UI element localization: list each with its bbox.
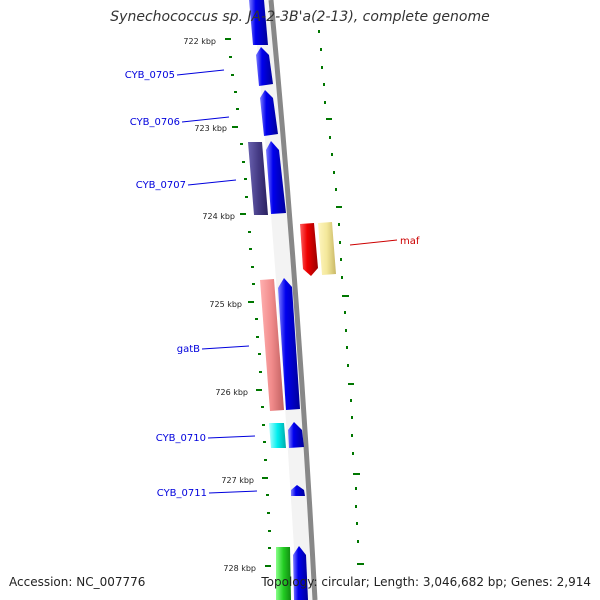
gene-arrow-top[interactable] [249,0,268,45]
gene-label-cyb-0710[interactable]: CYB_0710 [156,433,206,444]
leader-lines [176,69,398,494]
gene-label-cyb-0705[interactable]: CYB_0705 [125,70,175,81]
backbone-line [268,0,318,600]
gene-label-maf[interactable]: maf [400,236,420,247]
gene-labels: CYB_0705 CYB_0706 CYB_0707 maf gatB CYB_… [125,70,420,499]
gene-feature-yellow[interactable] [318,222,336,275]
tick-label-724: 724 kbp [202,212,235,221]
gene-arrow-maf[interactable] [300,223,318,276]
gene-arrow-cyb-0710[interactable] [288,422,304,448]
gene-feature-cyan[interactable] [269,423,286,448]
gene-feature-purple[interactable] [248,142,268,215]
gene-arrow-cyb-0707[interactable] [266,141,286,214]
gene-feature-pink[interactable] [260,279,284,411]
outer-ticks [318,30,364,565]
gene-arrow-cyb-0711[interactable] [291,485,305,496]
tick-label-725: 725 kbp [209,300,242,309]
accession-text: Accession: NC_007776 [9,575,146,589]
tick-label-727: 727 kbp [221,476,254,485]
gene-arrow-gatb[interactable] [278,278,300,410]
map-title: Synechococcus sp. JA-2-3B'a(2-13), compl… [110,9,490,25]
features [248,0,336,600]
tick-label-722: 722 kbp [183,37,216,46]
genome-summary-text: Topology: circular; Length: 3,046,682 bp… [261,575,591,589]
gene-label-cyb-0706[interactable]: CYB_0706 [130,117,180,128]
tick-label-728: 728 kbp [223,564,256,573]
inner-ticks [225,38,271,567]
gene-feature-green[interactable] [276,547,291,600]
tick-label-726: 726 kbp [215,388,248,397]
gene-arrow-cyb-0706[interactable] [260,90,278,136]
tick-labels: 722 kbp 723 kbp 724 kbp 725 kbp 726 kbp … [183,37,256,573]
gene-arrow-cyb-0705[interactable] [256,47,273,86]
gene-arrow-bottom[interactable] [293,546,308,600]
tick-label-723: 723 kbp [194,124,227,133]
gene-label-gatb[interactable]: gatB [177,344,200,355]
gene-label-cyb-0707[interactable]: CYB_0707 [136,180,186,191]
gene-label-cyb-0711[interactable]: CYB_0711 [157,488,207,499]
